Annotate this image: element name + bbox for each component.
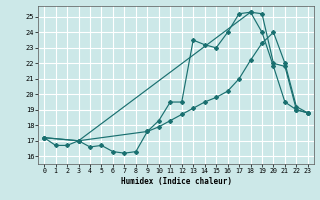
X-axis label: Humidex (Indice chaleur): Humidex (Indice chaleur) xyxy=(121,177,231,186)
